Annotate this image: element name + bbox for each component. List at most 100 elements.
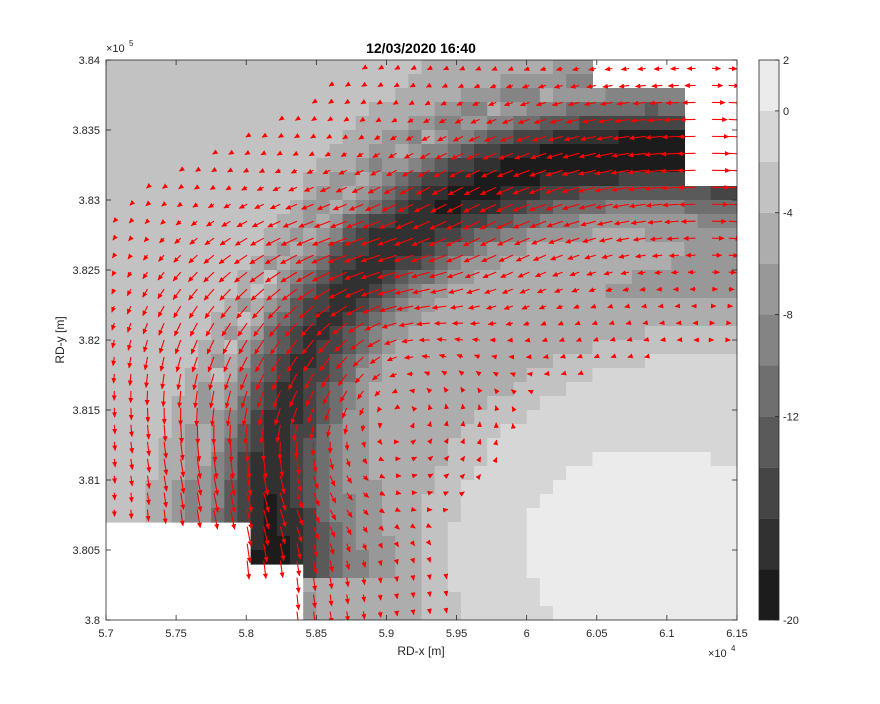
velocity-vector (196, 441, 202, 462)
velocity-vector (223, 203, 231, 209)
velocity-vector (592, 336, 599, 342)
contour-cell (487, 326, 501, 341)
contour-cell (250, 438, 265, 453)
colorbar-band (759, 161, 779, 213)
contour-cell (368, 116, 383, 131)
colorbar-band (759, 365, 779, 417)
velocity-vector (429, 220, 447, 230)
velocity-vector (188, 254, 198, 264)
contour-cell (474, 452, 488, 467)
contour-cell (671, 340, 686, 355)
velocity-vector (213, 458, 219, 480)
contour-cell (605, 410, 620, 425)
velocity-vector (251, 220, 264, 228)
contour-cell (250, 102, 265, 117)
contour-cell (421, 116, 436, 131)
velocity-vector (497, 237, 514, 246)
contour-cell (355, 340, 370, 355)
contour-cell (250, 550, 265, 565)
contour-cell (395, 522, 409, 537)
contour-cell (684, 368, 699, 383)
contour-cell (710, 508, 725, 523)
velocity-vector (236, 220, 248, 228)
contour-cell (237, 242, 252, 257)
contour-cell (552, 592, 567, 607)
contour-cell (710, 564, 725, 579)
velocity-vector (362, 220, 381, 229)
velocity-vector (500, 271, 514, 278)
velocity-vector (581, 118, 596, 124)
velocity-vector (565, 118, 580, 124)
contour-cell (513, 382, 528, 397)
velocity-vector (345, 458, 351, 468)
contour-cell (368, 452, 383, 467)
contour-cell (198, 214, 212, 229)
velocity-vector (594, 152, 613, 159)
velocity-vector (459, 473, 466, 480)
contour-cell (592, 284, 607, 299)
contour-cell (434, 102, 449, 117)
velocity-vector (597, 118, 613, 124)
contour-cell (408, 536, 423, 551)
contour-cell (106, 214, 120, 229)
contour-cell (605, 102, 620, 117)
contour-cell (460, 88, 475, 103)
x-tick-label: 6.1 (659, 628, 674, 640)
contour-cell (382, 606, 396, 620)
contour-cell (342, 564, 357, 579)
velocity-vector (627, 186, 646, 192)
contour-cell (303, 340, 317, 355)
contour-cell (263, 452, 278, 467)
contour-cell (552, 60, 567, 75)
contour-cell (658, 172, 672, 187)
velocity-vector (127, 373, 133, 387)
contour-cell (684, 228, 699, 243)
contour-cell (618, 578, 633, 593)
velocity-vector (630, 220, 646, 226)
contour-cell (710, 522, 725, 537)
velocity-vector (273, 390, 281, 408)
contour-cell (211, 326, 225, 341)
contour-cell (276, 60, 291, 75)
velocity-vector (175, 219, 182, 226)
contour-cell (250, 368, 265, 383)
contour-cell (697, 438, 712, 453)
velocity-vector (487, 321, 497, 326)
contour-cell (618, 424, 633, 439)
contour-cell (395, 326, 409, 341)
velocity-vector (234, 237, 248, 246)
contour-cell (395, 312, 409, 327)
contour-cell (224, 410, 239, 425)
contour-cell (552, 284, 567, 299)
velocity-vector (128, 217, 135, 224)
contour-cell (579, 410, 593, 425)
contour-cell (671, 228, 686, 243)
contour-cell (684, 578, 699, 593)
contour-cell (224, 74, 239, 89)
contour-cell (605, 312, 620, 327)
contour-cell (618, 298, 633, 313)
contour-cell (303, 228, 317, 243)
contour-cell (276, 466, 291, 481)
velocity-vector (494, 405, 500, 412)
contour-cell (158, 256, 173, 271)
contour-cell (184, 298, 199, 313)
contour-cell (658, 102, 672, 117)
contour-cell (447, 144, 462, 159)
contour-cell (723, 298, 737, 313)
contour-cell (723, 396, 737, 411)
velocity-vector (307, 407, 315, 424)
contour-cell (487, 158, 501, 173)
contour-cell (671, 606, 686, 620)
velocity-vector (363, 492, 370, 498)
contour-cell (552, 480, 567, 495)
contour-cell (631, 200, 646, 215)
contour-cell (618, 116, 633, 131)
contour-cell (513, 116, 528, 131)
velocity-vector (367, 186, 381, 194)
velocity-vector (660, 168, 679, 174)
contour-cell (184, 424, 199, 439)
contour-cell (119, 116, 133, 131)
contour-cell (671, 494, 686, 509)
contour-cell (605, 298, 620, 313)
